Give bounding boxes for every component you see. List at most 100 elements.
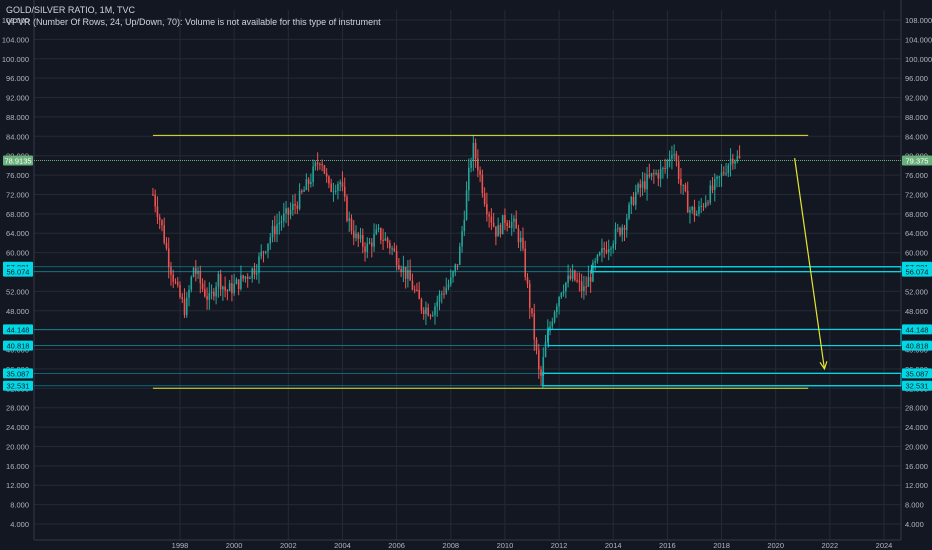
candle-body [621, 227, 624, 235]
candle-body [447, 284, 450, 288]
candle-body [589, 277, 592, 282]
candle-body [594, 261, 596, 263]
candle-body [718, 176, 721, 178]
candle-body [425, 307, 427, 315]
candle-body [395, 250, 398, 266]
candle-body [603, 248, 605, 250]
y-tick-label-right: 88.000 [905, 113, 928, 122]
candle-body [542, 356, 545, 377]
candle-body [517, 228, 520, 243]
candle-body [244, 276, 247, 279]
candle-body [179, 284, 181, 298]
candle-body [693, 206, 696, 216]
y-tick-label-left: 8.000 [10, 501, 29, 510]
candle-body [551, 321, 554, 327]
level-badge-left: 44.148 [7, 325, 30, 334]
candle-body [716, 176, 718, 180]
y-tick-label-right: 72.000 [905, 190, 928, 199]
candle-body [481, 174, 484, 194]
candle-body [483, 193, 486, 205]
candle-body [454, 264, 457, 272]
candle-body [310, 182, 312, 185]
candle-body [312, 166, 314, 183]
candle-body [409, 269, 411, 281]
symbol-title: GOLD/SILVER RATIO, 1M, TVC [6, 5, 136, 15]
level-badge-right: 56.074 [906, 268, 929, 277]
candle-body [698, 206, 700, 214]
candle-body [506, 222, 508, 226]
candle-body [474, 142, 477, 159]
candle-body [213, 291, 215, 297]
candle-body [449, 277, 452, 285]
y-tick-label-left: 108.000 [2, 16, 29, 25]
y-tick-label-left: 96.000 [6, 74, 29, 83]
candle-body [242, 275, 244, 279]
candle-body [583, 286, 585, 292]
candle-body [576, 280, 578, 282]
y-tick-label-left: 84.000 [6, 132, 29, 141]
candle-body [163, 225, 165, 243]
candle-body [195, 267, 197, 274]
level-badge-right-bg [902, 368, 932, 379]
y-tick-label-left: 60.000 [6, 249, 29, 258]
candle-body [325, 173, 328, 177]
candle-body [662, 168, 664, 170]
candle-body [278, 222, 281, 225]
y-tick-label-right: 64.000 [905, 229, 928, 238]
candle-body [422, 310, 425, 315]
candle-body [316, 162, 319, 165]
y-tick-label-left: 12.000 [6, 481, 29, 490]
candle-body [605, 249, 608, 253]
candle-body [386, 238, 389, 243]
candle-body [486, 204, 488, 215]
candle-body [283, 213, 285, 222]
candle-body [580, 281, 583, 292]
candle-body [668, 158, 671, 162]
candle-body [495, 226, 497, 237]
candle-body [237, 279, 240, 289]
candle-body [680, 179, 682, 186]
candle-body [350, 218, 353, 231]
y-tick-label-right: 12.000 [905, 481, 928, 490]
candle-body [565, 282, 567, 292]
candle-body [499, 225, 502, 235]
candle-body [653, 173, 655, 175]
candle-body [280, 221, 283, 223]
candle-body [285, 208, 287, 214]
candle-body [267, 243, 269, 252]
candle-body [567, 275, 569, 283]
candle-body [222, 286, 224, 290]
candle-body [201, 283, 204, 289]
candle-body [161, 220, 163, 226]
candle-body [528, 283, 531, 309]
candle-body [156, 206, 159, 218]
candle-body [531, 308, 533, 314]
horizontal-levels [34, 134, 902, 389]
candle-body [492, 222, 495, 227]
time-axis[interactable]: 1998 2000 2002 2004 2006 2008 2010 2012 2014 2016… [172, 541, 893, 550]
current-price-badge-left: 78.9135 [4, 157, 31, 166]
candle-body [301, 190, 303, 192]
candle-body [204, 288, 206, 297]
candle-body [738, 156, 741, 158]
candle-body [224, 286, 226, 291]
candle-body [456, 264, 459, 266]
candle-body [240, 275, 242, 289]
candle-body [477, 158, 479, 171]
candle-body [648, 174, 651, 177]
candle-body [734, 161, 736, 164]
x-tick-label: 1998 [172, 541, 189, 550]
candle-body [497, 225, 499, 237]
candle-body [515, 218, 517, 229]
y-tick-label-left: 16.000 [6, 462, 29, 471]
candle-body [682, 184, 684, 186]
candle-body [461, 231, 463, 247]
candle-body [635, 192, 637, 205]
x-tick-label: 2000 [226, 541, 243, 550]
candle-body [319, 164, 321, 166]
candle-body [292, 203, 294, 210]
candle-body [294, 203, 296, 206]
y-tick-label-left: 92.000 [6, 94, 29, 103]
candle-body [183, 298, 186, 316]
